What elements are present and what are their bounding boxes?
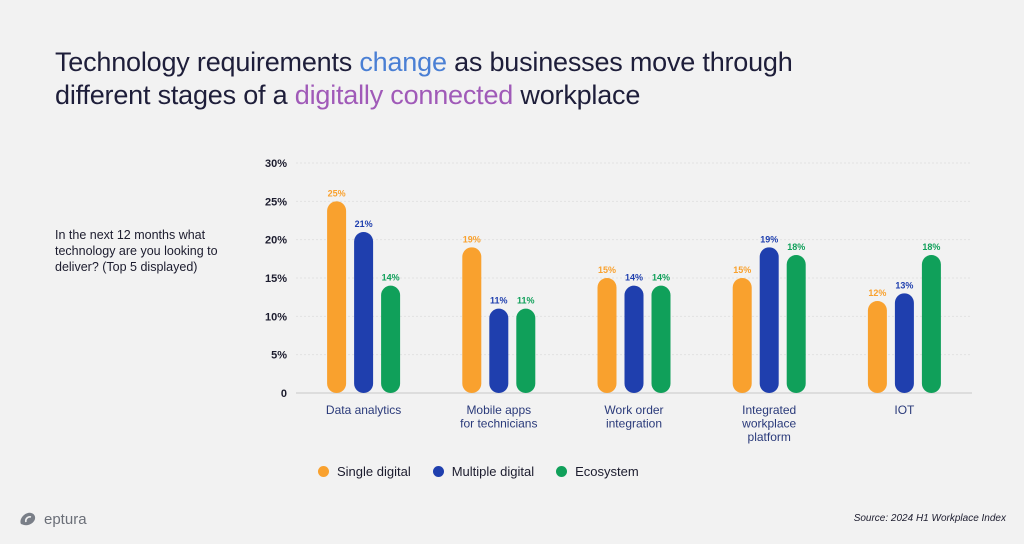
data-label: 19%: [463, 234, 481, 244]
y-tick-label: 0: [281, 388, 287, 400]
data-label: 21%: [355, 219, 373, 229]
bar: [624, 285, 644, 393]
legend-label-multiple: Multiple digital: [451, 464, 535, 479]
data-label: 13%: [895, 280, 913, 290]
title-text-1: Technology requirements: [55, 47, 360, 77]
source-note: Source: 2024 H1 Workplace Index: [853, 513, 1006, 524]
y-tick-label: 30%: [265, 158, 287, 170]
title-highlight-change: change: [359, 47, 447, 77]
legend-marker-ecosystem: [556, 466, 568, 477]
y-tick-label: 15%: [265, 273, 287, 285]
bar: [489, 308, 509, 393]
chart-legend: Single digital Multiple digital Ecosyste…: [318, 464, 639, 479]
data-label: 19%: [760, 234, 778, 244]
data-label: 18%: [787, 242, 805, 252]
y-tick-label: 10%: [265, 311, 287, 323]
title-text-2: as businesses move through: [446, 47, 793, 77]
x-tick-label: Mobile apps: [466, 403, 531, 417]
bar: [651, 285, 671, 393]
legend-item-multiple: Multiple digital: [432, 464, 535, 479]
bar-chart: 0 5% 10% 15% 20% 25% 30% 25% 21% 14% Data analytic…: [265, 158, 972, 444]
x-tick-label: Integrated: [742, 403, 796, 417]
title-text-3: different stages of a: [55, 80, 295, 110]
x-tick-label: platform: [748, 430, 791, 444]
x-tick-label: integration: [606, 417, 662, 431]
legend-marker-multiple: [432, 466, 444, 477]
data-label: 14%: [382, 273, 400, 283]
x-tick-label: Data analytics: [326, 403, 401, 417]
bar: [786, 255, 806, 393]
bar: [597, 278, 617, 393]
legend-label-ecosystem: Ecosystem: [575, 464, 639, 479]
data-label: 11%: [490, 296, 508, 306]
legend-label-single: Single digital: [337, 464, 411, 479]
y-tick-label: 25%: [265, 196, 287, 208]
y-tick-label: 20%: [265, 235, 287, 247]
legend-marker-single: [318, 466, 329, 477]
data-label: 15%: [733, 265, 751, 275]
title-highlight-digital: digitally connected: [294, 80, 514, 110]
bar: [759, 247, 779, 393]
bar: [381, 285, 401, 393]
bar: [516, 308, 536, 393]
data-label: 14%: [652, 273, 670, 283]
title-text-4: workplace: [513, 80, 641, 110]
data-label: 25%: [328, 188, 346, 198]
data-label: 18%: [922, 242, 940, 252]
page-title: Technology requirements change as busine…: [55, 46, 793, 112]
data-label: 14%: [625, 273, 643, 283]
data-label: 12%: [868, 288, 886, 298]
x-tick-label: workplace: [741, 417, 796, 431]
brand-logo: eptura: [18, 510, 87, 528]
legend-item-ecosystem: Ecosystem: [556, 464, 639, 479]
brand-name: eptura: [44, 510, 87, 528]
bar: [894, 293, 914, 393]
bar: [462, 247, 482, 393]
y-tick-label: 5%: [271, 350, 287, 362]
legend-item-single: Single digital: [318, 464, 411, 479]
bar: [327, 201, 347, 393]
data-label: 11%: [517, 296, 535, 306]
survey-question: In the next 12 months what technology ar…: [55, 228, 218, 274]
bar: [732, 278, 752, 393]
bar: [921, 255, 941, 393]
x-tick-label: IOT: [894, 403, 915, 417]
eptura-logo-icon: [20, 512, 36, 526]
x-tick-label: for technicians: [460, 417, 537, 431]
x-tick-label: Work order: [604, 403, 663, 417]
bar: [354, 232, 374, 393]
bar: [867, 301, 887, 393]
data-label: 15%: [598, 265, 616, 275]
